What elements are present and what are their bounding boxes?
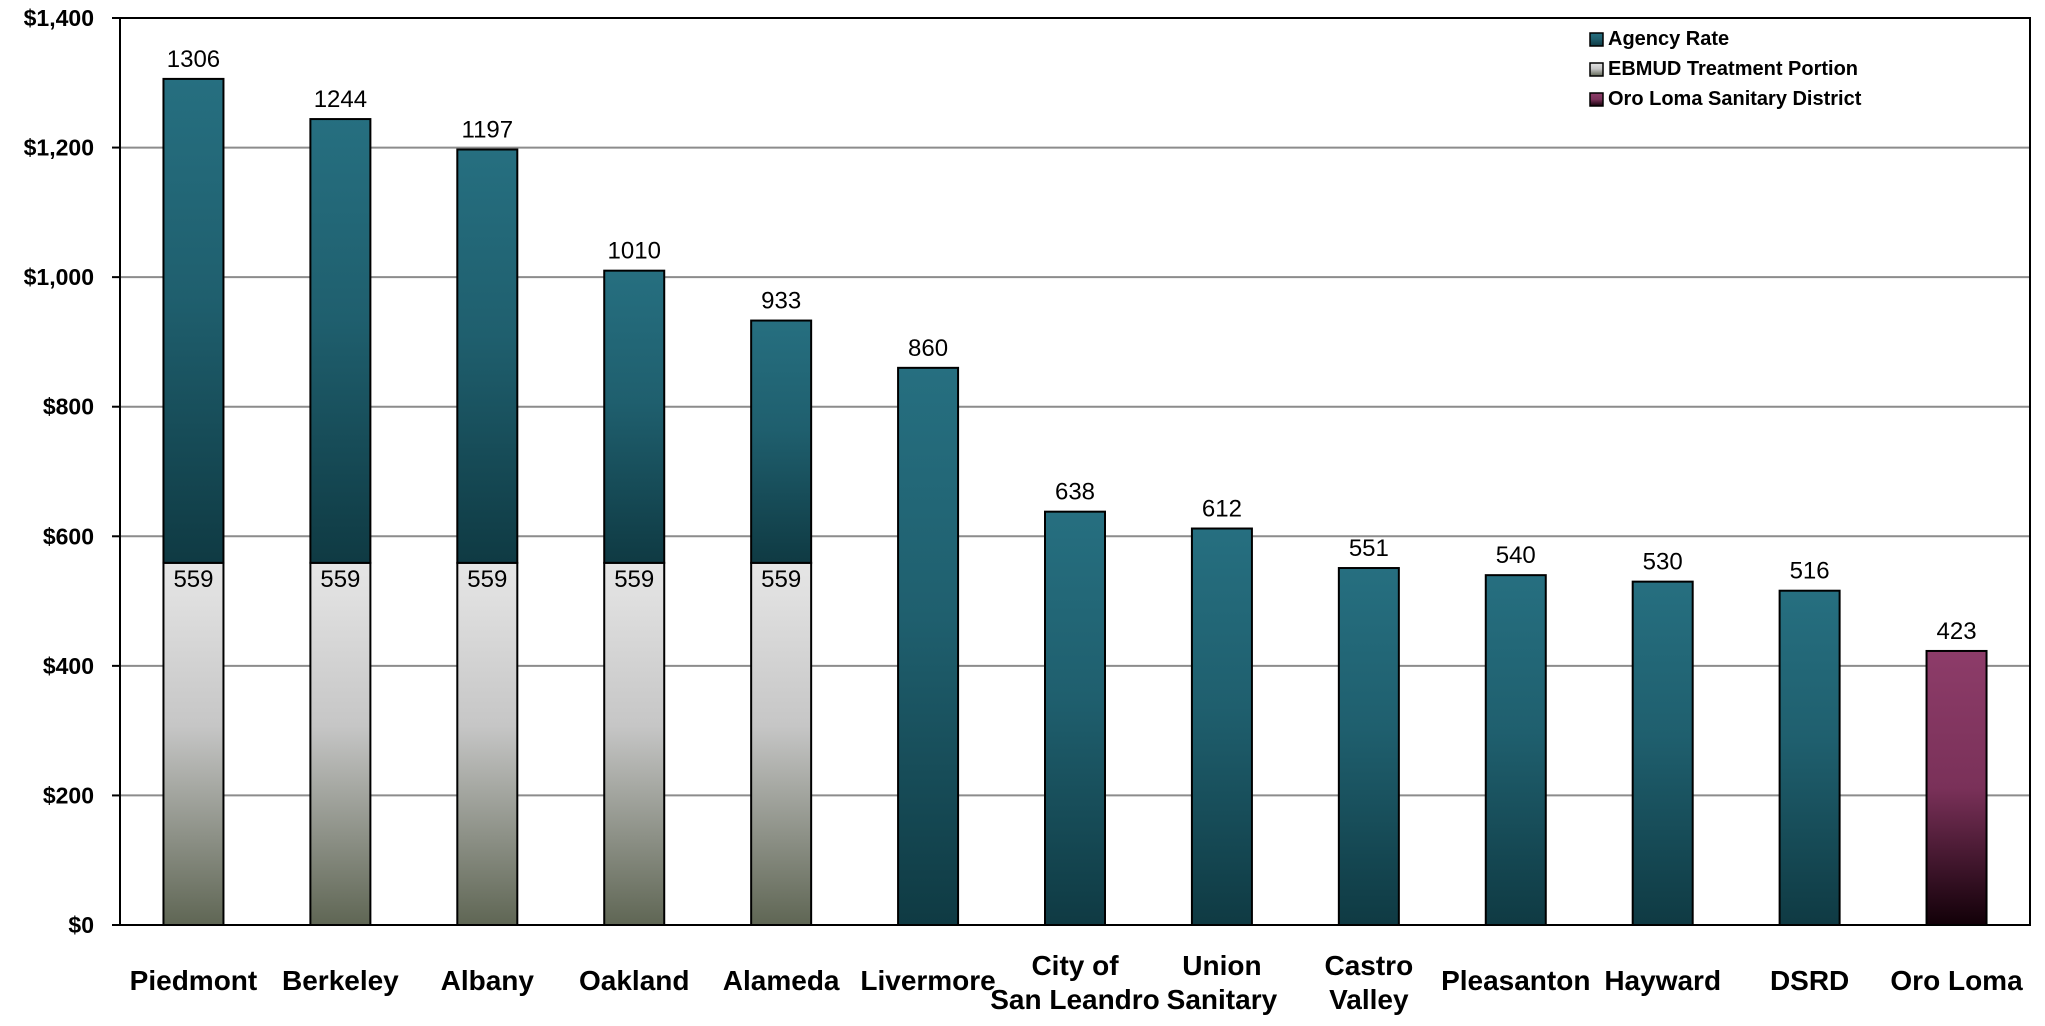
legend-swatch [1589,92,1604,107]
bar-total-label: 423 [1937,618,1977,645]
x-category-label: Oro Loma [1890,965,2023,996]
ebmud-segment-label: 559 [614,566,654,593]
bar-total-label: 551 [1349,535,1389,562]
y-tick-label: $1,200 [24,135,94,161]
bar-oro-loma [1925,649,1988,926]
bar-total-label: 540 [1496,542,1536,569]
legend: Agency Rate EBMUD Treatment Portion Oro Lo… [1589,28,1862,110]
data-labels: 1306 559 1244 559 1197 559 1010 559 933 559 860 638… [167,46,1977,645]
y-tick-label: $1,400 [24,5,94,31]
ebmud-segment-label: 559 [173,566,213,593]
y-tick-label: $200 [43,782,94,808]
bar-agency-rate [603,269,666,564]
ebmud-segment-label: 559 [761,566,801,593]
x-category-label: Pleasanton [1441,965,1590,996]
bar-ebmud-treatment [309,561,372,926]
bar-agency-rate [1044,510,1106,926]
bar-agency-rate [162,77,225,564]
bar-total-label: 860 [908,335,948,362]
bar-total-label: 530 [1643,549,1683,576]
bar-total-label: 1197 [462,117,514,144]
x-category-label: Berkeley [282,965,399,996]
bar-total-label: 612 [1202,496,1242,523]
bar-ebmud-treatment [162,561,225,926]
x-category-label: City of [1031,950,1119,981]
x-category-label: Valley [1329,984,1409,1015]
bar-total-label: 516 [1790,558,1830,585]
plot-area-frame [119,17,2031,926]
y-tick-label: $0 [68,912,94,938]
bar-ebmud-treatment [603,561,666,926]
y-axis: $0 $200 $400 $600 $800 $1,000 $1,200 $1,400 [24,5,120,938]
x-category-label: Albany [441,965,535,996]
bar-total-label: 1010 [608,238,661,265]
bars [162,77,1988,927]
y-tick-label: $600 [43,523,94,549]
bar-ebmud-treatment [750,561,813,926]
x-category-label: Castro [1324,950,1413,981]
bar-agency-rate [1484,574,1547,927]
x-category-label: Alameda [723,965,840,996]
x-category-label: Hayward [1604,965,1721,996]
bar-agency-rate [897,366,960,927]
legend-entry-label: Oro Loma Sanitary District [1608,88,1862,110]
bar-agency-rate [1631,580,1694,927]
x-category-label: Piedmont [130,965,258,996]
bar-agency-rate [309,118,372,564]
bar-ebmud-treatment [456,561,519,926]
legend-swatch [1589,32,1604,47]
x-axis-labels: Piedmont Berkeley Albany Oakland Alameda Live… [130,950,2023,1015]
legend-swatch [1589,62,1604,77]
bar-total-label: 933 [761,288,801,315]
x-category-label: Sanitary [1167,984,1278,1015]
legend-entry-label: EBMUD Treatment Portion [1608,58,1858,80]
ebmud-segment-label: 559 [320,566,360,593]
x-category-label: Oakland [579,965,689,996]
bar-agency-rate [1778,589,1841,926]
legend-entry-label: Agency Rate [1608,28,1729,50]
bar-agency-rate [750,319,813,564]
y-tick-label: $800 [43,394,94,420]
y-tick-label: $1,000 [24,264,94,290]
bar-total-label: 638 [1055,479,1095,506]
bar-total-label: 1306 [167,46,220,73]
bar-agency-rate [1337,567,1400,926]
x-category-label: Livermore [860,965,995,996]
bar-agency-rate [456,148,519,564]
x-category-label: DSRD [1770,965,1849,996]
bar-agency-rate [1190,527,1253,926]
x-category-label: San Leandro [990,984,1160,1015]
x-category-label: Union [1182,950,1261,981]
bar-total-label: 1244 [314,86,367,113]
ebmud-segment-label: 559 [467,566,507,593]
y-tick-label: $400 [43,653,94,679]
